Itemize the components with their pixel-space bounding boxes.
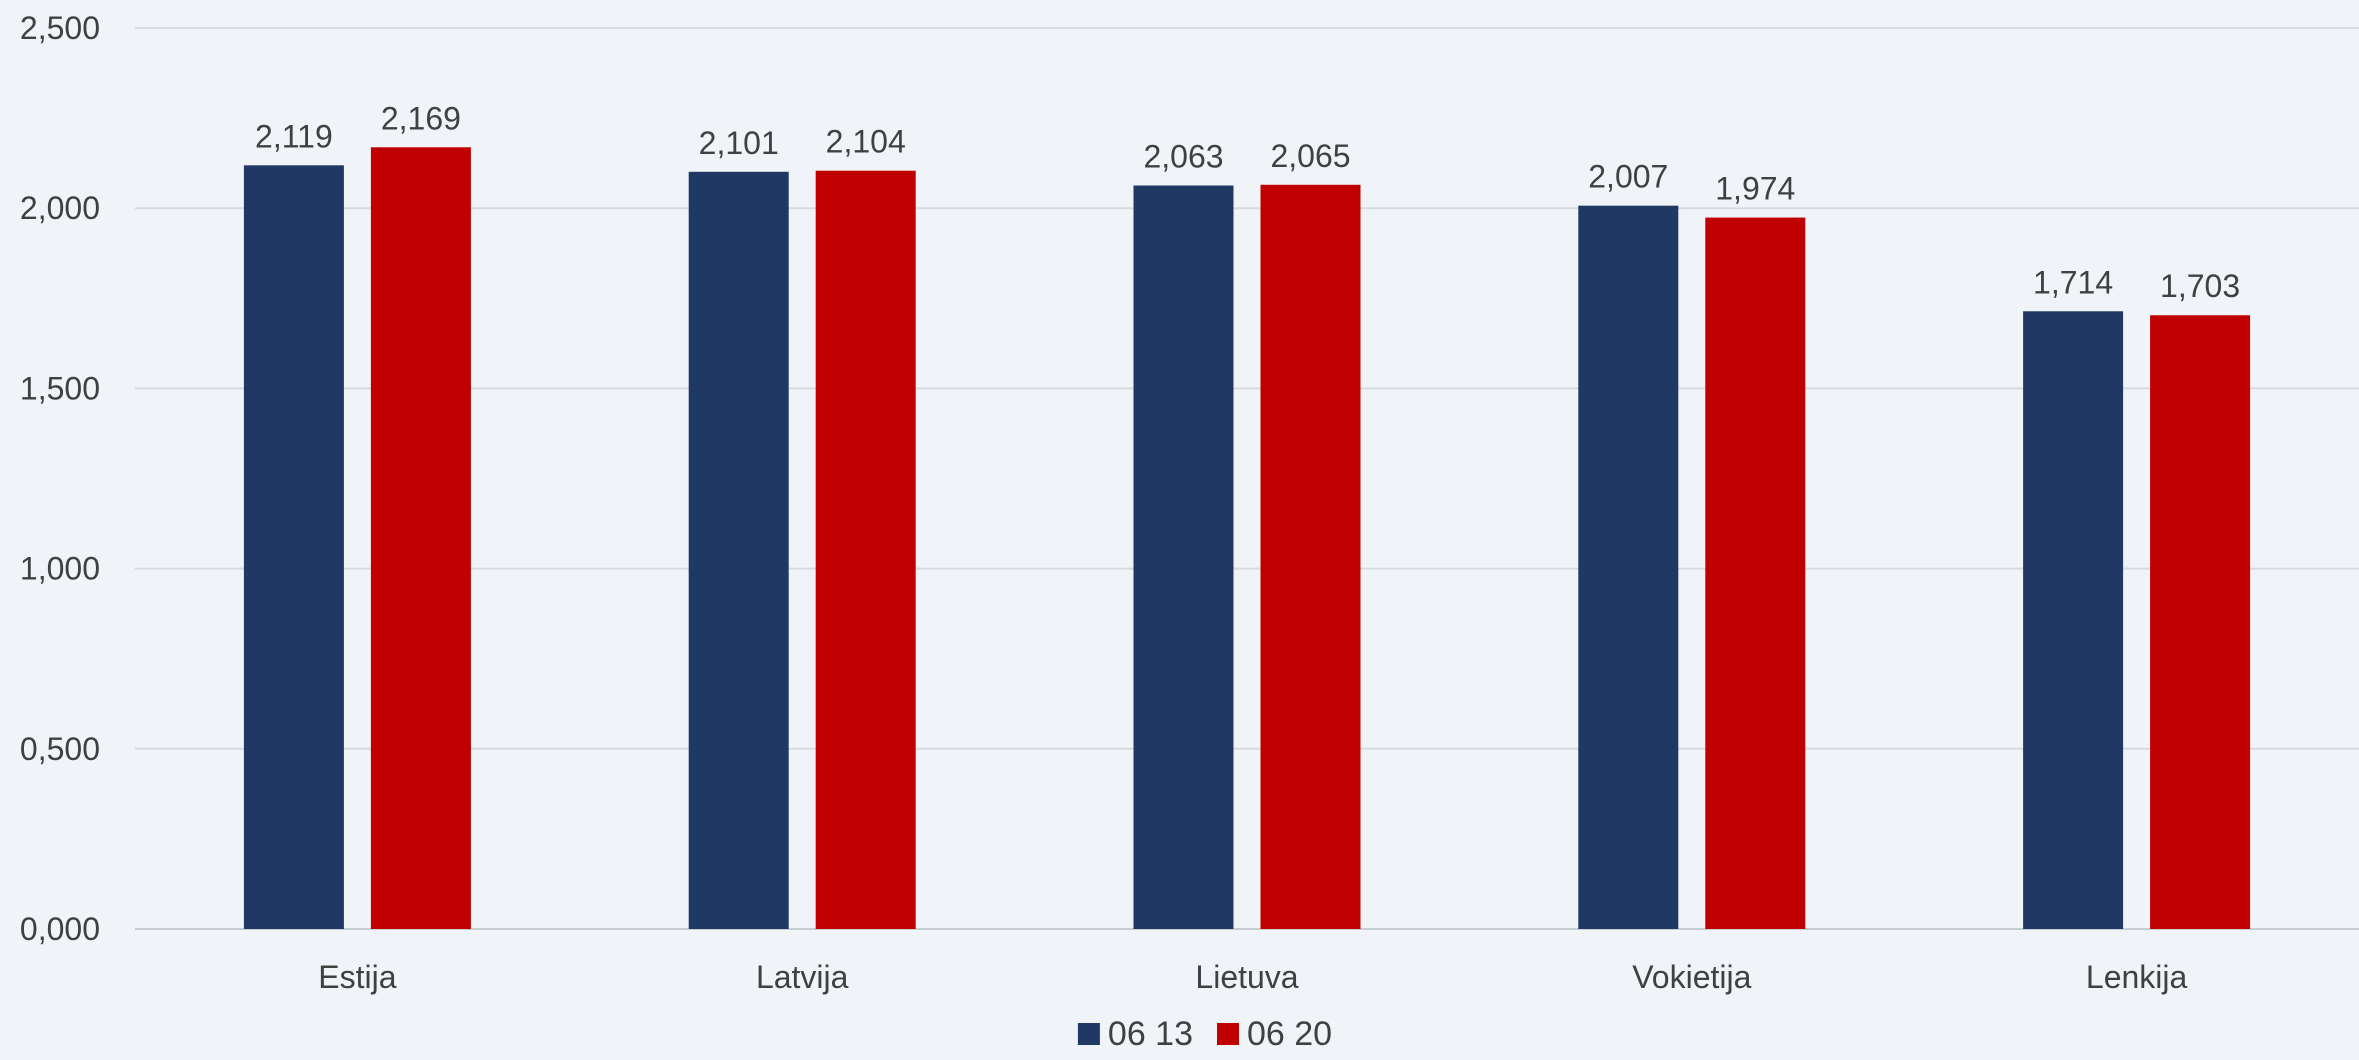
category-label: Lenkija xyxy=(2086,959,2188,995)
data-label: 2,065 xyxy=(1270,138,1350,174)
bar[interactable] xyxy=(2150,315,2251,930)
y-tick-label: 0,500 xyxy=(20,731,100,767)
category-label: Latvija xyxy=(756,959,849,995)
legend-swatch xyxy=(1077,1023,1100,1045)
y-tick-label: 1,000 xyxy=(20,551,100,587)
data-label: 2,007 xyxy=(1588,159,1668,195)
bar[interactable] xyxy=(2023,311,2124,929)
bar[interactable] xyxy=(1578,205,1679,930)
data-label: 1,703 xyxy=(2160,268,2240,304)
data-label: 2,104 xyxy=(826,124,906,160)
y-tick-label: 1,500 xyxy=(20,370,100,406)
y-axis-tick-labels: 0,000 0,500 1,000 1,500 2,000 2,500 xyxy=(20,10,100,947)
data-labels: 2,119 2,169 2,101 2,104 2,063 2,065 2,007 1,974… xyxy=(255,100,2240,304)
category-label: Estija xyxy=(318,959,396,995)
legend-swatch xyxy=(1217,1023,1239,1045)
data-label: 1,714 xyxy=(2033,264,2113,300)
bar[interactable] xyxy=(815,170,916,930)
data-label: 1,974 xyxy=(1715,171,1795,207)
y-tick-label: 2,500 xyxy=(20,10,100,46)
category-label: Vokietija xyxy=(1632,959,1751,995)
data-label: 2,119 xyxy=(255,118,333,154)
legend-label: 06 13 xyxy=(1108,1015,1193,1053)
legend-label: 06 20 xyxy=(1247,1015,1332,1053)
data-label: 2,169 xyxy=(381,100,461,136)
bar[interactable] xyxy=(688,171,789,929)
gridlines xyxy=(135,27,2359,930)
y-tick-label: 2,000 xyxy=(20,190,100,226)
bars xyxy=(243,147,2251,930)
category-label: Lietuva xyxy=(1195,959,1298,995)
bar[interactable] xyxy=(1133,185,1234,929)
x-axis-category-labels: Estija Latvija Lietuva Vokietija Lenkija xyxy=(318,959,2187,995)
bar[interactable] xyxy=(1705,217,1806,929)
bar[interactable] xyxy=(1260,184,1361,930)
data-label: 2,063 xyxy=(1143,138,1223,174)
data-label: 2,101 xyxy=(699,125,779,161)
bar[interactable] xyxy=(243,165,344,930)
bar[interactable] xyxy=(370,147,471,929)
y-tick-label: 0,000 xyxy=(20,911,100,947)
legend[interactable]: 06 13 06 20 xyxy=(1077,1015,1332,1053)
